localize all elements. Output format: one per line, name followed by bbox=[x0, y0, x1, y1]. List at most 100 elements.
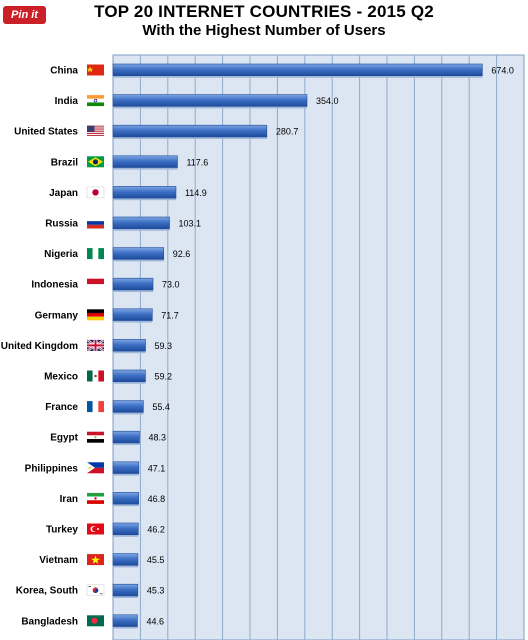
bar bbox=[112, 461, 140, 475]
category-label: India bbox=[55, 96, 79, 107]
category-label: Bangladesh bbox=[21, 616, 78, 627]
category-label: Iran bbox=[60, 494, 78, 505]
bar-shadow bbox=[113, 535, 139, 537]
philippines-flag-icon bbox=[87, 462, 104, 474]
value-label: 114.9 bbox=[185, 188, 207, 198]
nigeria-flag-icon bbox=[87, 248, 104, 260]
bar bbox=[112, 553, 139, 566]
bar bbox=[112, 583, 139, 597]
category-label: Egypt bbox=[50, 433, 78, 444]
bar-shadow bbox=[113, 596, 138, 598]
bar bbox=[112, 155, 178, 169]
bar-shadow bbox=[113, 259, 164, 262]
usa-flag-icon bbox=[87, 125, 104, 137]
bar bbox=[112, 339, 146, 352]
value-label: 48.3 bbox=[148, 433, 166, 443]
category-label: Philippines bbox=[25, 463, 79, 474]
bar bbox=[112, 522, 139, 536]
value-label: 674.0 bbox=[491, 66, 514, 76]
bar-shadow bbox=[113, 198, 176, 201]
value-label: 47.1 bbox=[148, 463, 166, 473]
bar-shadow bbox=[113, 290, 154, 292]
bar bbox=[112, 492, 139, 505]
bar bbox=[112, 400, 144, 413]
category-label: Brazil bbox=[51, 157, 78, 168]
japan-flag-icon bbox=[86, 186, 105, 199]
bar-shadow bbox=[113, 106, 307, 109]
france-flag-icon bbox=[87, 401, 104, 413]
value-label: 73.0 bbox=[162, 280, 180, 290]
korea-flag-icon bbox=[86, 584, 105, 596]
russia-flag-icon bbox=[87, 217, 104, 229]
chart-title: TOP 20 INTERNET COUNTRIES - 2015 Q2 bbox=[94, 2, 434, 21]
category-label: Korea, South bbox=[16, 586, 78, 597]
value-label: 71.7 bbox=[161, 310, 179, 320]
category-label: China bbox=[50, 66, 78, 77]
category-label: Indonesia bbox=[31, 280, 78, 291]
bar bbox=[112, 216, 170, 230]
category-label: Japan bbox=[49, 188, 78, 199]
value-label: 45.3 bbox=[147, 586, 165, 596]
india-flag-icon bbox=[87, 95, 104, 107]
category-label: Nigeria bbox=[44, 249, 78, 260]
value-label: 92.6 bbox=[173, 249, 191, 259]
bar bbox=[112, 308, 153, 322]
bar-shadow bbox=[113, 382, 146, 384]
category-label: Turkey bbox=[46, 525, 78, 536]
iran-flag-icon bbox=[87, 492, 104, 504]
bar-shadow bbox=[113, 167, 178, 170]
bar bbox=[112, 186, 177, 199]
bar bbox=[112, 277, 154, 291]
bar bbox=[112, 247, 165, 260]
bar-shadow bbox=[113, 320, 153, 323]
vietnam-flag-icon bbox=[87, 554, 104, 566]
bar-shadow bbox=[113, 412, 144, 415]
bar-shadow bbox=[113, 504, 139, 507]
category-label: Russia bbox=[45, 219, 78, 230]
value-label: 46.2 bbox=[147, 525, 165, 535]
brazil-flag-icon bbox=[87, 156, 104, 168]
chart-subtitle: With the Highest Number of Users bbox=[142, 22, 386, 39]
uk-flag-icon bbox=[86, 338, 105, 352]
bar bbox=[112, 94, 308, 107]
category-label: Vietnam bbox=[39, 555, 78, 566]
bar-shadow bbox=[113, 443, 140, 445]
category-label: France bbox=[45, 402, 78, 413]
value-label: 46.8 bbox=[148, 494, 166, 504]
bar bbox=[112, 124, 268, 138]
germany-flag-icon bbox=[87, 309, 104, 321]
bar bbox=[112, 63, 483, 77]
egypt-flag-icon bbox=[87, 431, 104, 443]
bar bbox=[112, 614, 138, 628]
turkey-flag-icon bbox=[87, 523, 104, 535]
value-label: 45.5 bbox=[147, 555, 165, 565]
category-label: United States bbox=[14, 127, 78, 138]
category-label: Mexico bbox=[44, 372, 78, 383]
bar bbox=[112, 369, 146, 383]
value-label: 354.0 bbox=[316, 96, 339, 106]
bangladesh-flag-icon bbox=[87, 615, 104, 627]
bar-shadow bbox=[113, 565, 138, 568]
mexico-flag-icon bbox=[87, 370, 104, 382]
bar-shadow bbox=[113, 626, 138, 629]
value-label: 44.6 bbox=[146, 616, 164, 626]
category-label: Germany bbox=[35, 310, 79, 321]
indonesia-flag-icon bbox=[87, 278, 104, 290]
bar-shadow bbox=[113, 137, 267, 139]
plot-area bbox=[112, 54, 525, 640]
china-flag-icon bbox=[87, 64, 104, 76]
bar-shadow bbox=[113, 351, 146, 354]
value-label: 280.7 bbox=[276, 127, 299, 137]
value-label: 59.2 bbox=[154, 372, 172, 382]
value-label: 117.6 bbox=[186, 157, 208, 167]
bar-shadow bbox=[113, 229, 170, 231]
value-label: 55.4 bbox=[152, 402, 170, 412]
bar bbox=[112, 430, 140, 444]
pin-it-button[interactable]: Pin it bbox=[3, 6, 46, 24]
bar-shadow bbox=[113, 76, 483, 78]
category-label: United Kingdom bbox=[1, 341, 78, 352]
bar-shadow bbox=[113, 473, 139, 476]
value-label: 59.3 bbox=[154, 341, 172, 351]
value-label: 103.1 bbox=[178, 219, 201, 229]
